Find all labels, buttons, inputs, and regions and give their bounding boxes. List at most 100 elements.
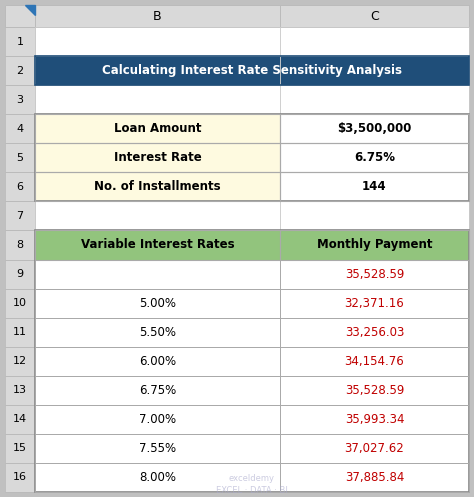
Text: Variable Interest Rates: Variable Interest Rates <box>81 239 234 251</box>
Bar <box>35 114 280 143</box>
Bar <box>280 172 469 201</box>
Bar <box>5 143 35 172</box>
Text: 7: 7 <box>17 211 24 221</box>
Bar <box>280 318 469 347</box>
Bar <box>280 434 469 463</box>
Bar <box>280 405 469 434</box>
Bar <box>35 463 280 492</box>
Bar <box>280 405 469 434</box>
Bar <box>280 172 469 201</box>
Bar <box>280 114 469 143</box>
Bar <box>280 376 469 405</box>
Text: 34,154.76: 34,154.76 <box>345 355 404 368</box>
Text: Loan Amount: Loan Amount <box>114 122 201 135</box>
Bar <box>35 434 280 463</box>
Bar <box>5 259 35 289</box>
Text: 13: 13 <box>13 385 27 395</box>
Bar <box>5 27 35 56</box>
Bar <box>35 289 280 318</box>
Bar <box>280 114 469 143</box>
Bar <box>5 201 35 231</box>
Bar <box>280 85 469 114</box>
Polygon shape <box>25 5 35 15</box>
Bar <box>280 114 469 143</box>
Bar <box>280 347 469 376</box>
Bar <box>280 143 469 172</box>
Bar <box>35 85 280 114</box>
Text: Interest Rate: Interest Rate <box>114 151 201 165</box>
Bar <box>35 56 280 85</box>
Text: 7.00%: 7.00% <box>139 413 176 426</box>
Bar <box>35 56 469 85</box>
Text: $3,500,000: $3,500,000 <box>337 122 412 135</box>
Bar <box>35 56 280 85</box>
Bar <box>280 376 469 405</box>
Text: 35,528.59: 35,528.59 <box>345 384 404 397</box>
Bar <box>5 347 35 376</box>
Bar <box>280 27 469 56</box>
Bar <box>5 114 35 143</box>
Bar <box>280 259 469 289</box>
Bar <box>280 434 469 463</box>
Text: 6.75%: 6.75% <box>354 151 395 165</box>
Bar <box>280 347 469 376</box>
Text: 15: 15 <box>13 443 27 453</box>
Text: exceldemy
EXCEL · DATA · BI: exceldemy EXCEL · DATA · BI <box>216 474 288 495</box>
Bar <box>5 172 35 201</box>
Bar <box>35 231 469 492</box>
Bar <box>280 143 469 172</box>
Bar <box>35 231 469 492</box>
Text: 35,528.59: 35,528.59 <box>345 267 404 280</box>
Text: 35,993.34: 35,993.34 <box>345 413 404 426</box>
Text: 5.00%: 5.00% <box>139 297 176 310</box>
Bar <box>35 376 280 405</box>
Bar <box>35 405 280 434</box>
Bar <box>280 289 469 318</box>
Bar <box>280 259 469 289</box>
Bar <box>5 434 35 463</box>
Bar <box>35 376 280 405</box>
Bar <box>35 172 280 201</box>
Bar <box>5 172 35 201</box>
Bar <box>280 318 469 347</box>
Bar <box>5 27 35 56</box>
Bar <box>5 318 35 347</box>
Bar <box>35 143 280 172</box>
Bar <box>35 114 280 143</box>
Bar <box>280 434 469 463</box>
Text: 2: 2 <box>17 66 24 76</box>
Bar <box>5 376 35 405</box>
Bar <box>35 172 280 201</box>
Bar <box>35 463 280 492</box>
Bar <box>5 318 35 347</box>
Bar <box>35 289 280 318</box>
Bar <box>35 5 280 27</box>
Bar <box>35 259 280 289</box>
Bar <box>280 85 469 114</box>
Bar <box>35 5 280 27</box>
Bar <box>35 201 280 231</box>
Text: 5.50%: 5.50% <box>139 326 176 338</box>
Bar <box>5 289 35 318</box>
Bar <box>35 405 280 434</box>
Bar <box>280 231 469 259</box>
Bar <box>5 201 35 231</box>
Bar <box>35 347 280 376</box>
Bar <box>35 27 280 56</box>
Text: 7.55%: 7.55% <box>139 442 176 455</box>
Bar <box>280 318 469 347</box>
Bar <box>280 289 469 318</box>
Bar <box>5 85 35 114</box>
Text: 8.00%: 8.00% <box>139 471 176 484</box>
Bar <box>280 114 469 143</box>
Bar <box>35 27 280 56</box>
Bar <box>35 231 280 259</box>
Bar <box>35 114 280 143</box>
Bar <box>280 143 469 172</box>
Bar <box>280 463 469 492</box>
Bar <box>35 143 280 172</box>
Bar <box>35 259 280 289</box>
Bar <box>35 405 280 434</box>
Bar <box>5 143 35 172</box>
Bar <box>280 405 469 434</box>
